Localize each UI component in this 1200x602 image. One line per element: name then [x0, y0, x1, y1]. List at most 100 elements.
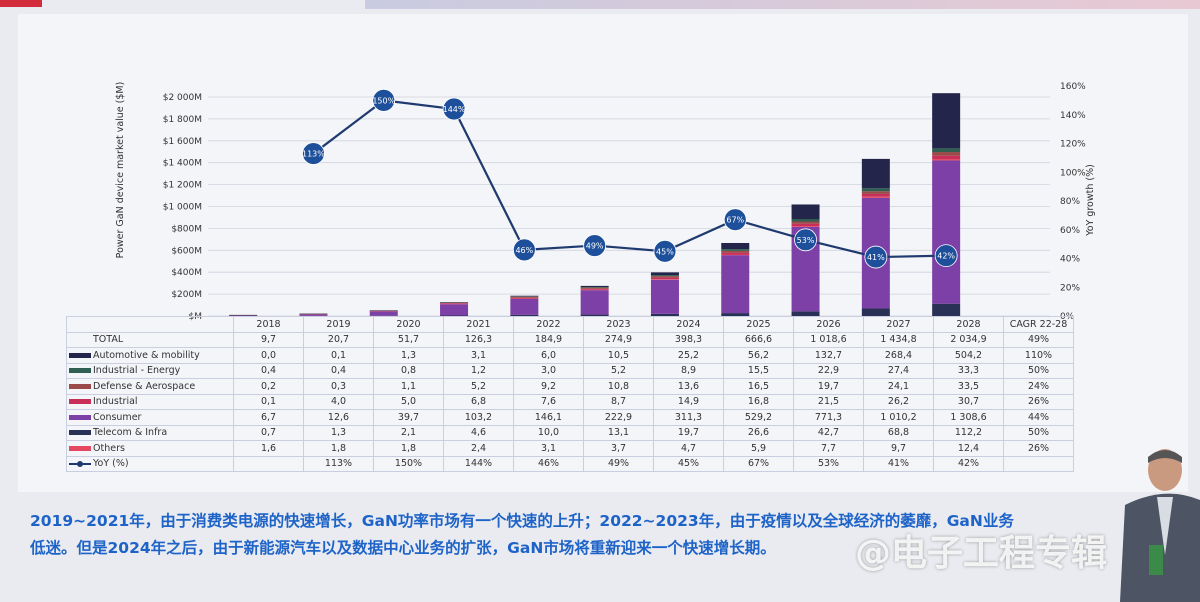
table-cell: 13,1	[583, 424, 654, 441]
bar-segment-others	[650, 279, 679, 280]
table-cell: 1,8	[373, 440, 444, 457]
table-cell: 68,8	[863, 424, 934, 441]
table-cell: 5,2	[583, 362, 654, 379]
bar-segment-automotive-mobility	[932, 93, 961, 149]
table-cell: 771,3	[793, 409, 864, 426]
bar-segment-industrial-energy	[861, 188, 890, 192]
legend-label: Defense & Aerospace	[93, 380, 196, 392]
bar-segment-industrial	[861, 193, 890, 197]
table-cell: 0,7	[233, 424, 304, 441]
year-header: 2028	[933, 316, 1004, 333]
table-cell: 132,7	[793, 347, 864, 364]
table-cell: 103,2	[443, 409, 514, 426]
legend-swatch	[69, 368, 91, 374]
y-tick-label: $400M	[171, 268, 202, 278]
table-cell: 6,7	[233, 409, 304, 426]
table-cell: 1,3	[373, 347, 444, 364]
yoy-point	[372, 88, 396, 112]
bar-segment-automotive-mobility	[510, 295, 539, 297]
cagr-cell: 110%	[1003, 347, 1074, 364]
table-cell: 33,5	[933, 378, 1004, 395]
table-cell: 2,1	[373, 424, 444, 441]
cagr-header: CAGR 22-28	[1003, 316, 1074, 333]
data-table: 2018 2019 2020 2021 2022 2023 2024 2025 2026 2027…	[66, 316, 1074, 472]
yoy-point-label: 42%	[937, 252, 955, 261]
table-cell: 268,4	[863, 347, 934, 364]
legend-swatch	[69, 383, 91, 389]
yoy-point-label: 150%	[372, 96, 395, 105]
table-cell: 41%	[863, 455, 934, 472]
table-cell: 222,9	[583, 409, 654, 426]
table-cell: 5,9	[723, 440, 794, 457]
table-row: Telecom & Infra 0,7 1,3 2,1 4,6 10,0 13,1 19,7 2…	[66, 424, 1074, 441]
year-header: 2018	[233, 316, 304, 333]
year-header: 2024	[653, 316, 724, 333]
legend-swatch	[69, 399, 91, 405]
yoy-point-label: 45%	[656, 247, 674, 256]
table-cell: 10,5	[583, 347, 654, 364]
legend-label: Telecom & Infra	[93, 427, 168, 439]
y2-tick-label: 60%	[1060, 226, 1080, 236]
table-row-yoy: YoY (%) 113% 150% 144% 46% 49% 45% 67% 53% 41% 42%	[66, 455, 1074, 472]
cagr-cell: 49%	[1003, 331, 1074, 348]
y2-tick-label: 20%	[1060, 283, 1080, 293]
table-cell: 9,2	[513, 378, 584, 395]
y2-tick-label: 140%	[1060, 111, 1086, 121]
bar-segment-defense-aerospace	[580, 287, 609, 289]
table-cell: 8,9	[653, 362, 724, 379]
year-header: 2023	[583, 316, 654, 333]
table-cell: 30,7	[933, 393, 1004, 410]
table-cell: 20,7	[303, 331, 374, 348]
bar-segment-defense-aerospace	[650, 276, 679, 278]
bar-segment-others	[932, 159, 961, 161]
legend-label: Industrial	[93, 396, 138, 408]
yoy-line	[312, 99, 947, 259]
bar-segment-industrial	[721, 252, 750, 255]
table-cell: 311,3	[653, 409, 724, 426]
y2-tick-label: 40%	[1060, 255, 1080, 265]
table-cell: 53%	[793, 455, 864, 472]
legend-swatch	[69, 430, 91, 436]
row-label: Telecom & Infra	[66, 424, 234, 441]
bar-segment-industrial	[369, 310, 398, 312]
table-cell: 22,9	[793, 362, 864, 379]
speaker-photo	[1120, 449, 1200, 602]
table-cell: 4,6	[443, 424, 514, 441]
table-cell: 42%	[933, 455, 1004, 472]
table-cell: 144%	[443, 455, 514, 472]
bar-segment-consumer	[932, 160, 961, 304]
table-cell: 1,8	[303, 440, 374, 457]
table-cell: 51,7	[373, 331, 444, 348]
yoy-point	[794, 228, 817, 252]
table-cell: 27,4	[863, 362, 934, 379]
table-cell: 5,2	[443, 378, 514, 395]
table-cell: 26,2	[863, 393, 934, 410]
cagr-cell: 50%	[1003, 424, 1074, 441]
yoy-point-label: 53%	[797, 236, 815, 245]
cagr-cell: 26%	[1003, 393, 1074, 410]
table-cell: 39,7	[373, 409, 444, 426]
bar-segment-industrial-energy	[721, 249, 750, 251]
table-cell: 504,2	[933, 347, 1004, 364]
legend-swatch	[69, 352, 91, 358]
legend-label: Consumer	[93, 411, 142, 423]
table-row-total: TOTAL 9,7 20,7 51,7 126,3 184,9 274,9 398,3 666,…	[66, 331, 1074, 348]
year-header: 2027	[863, 316, 934, 333]
y2-tick-label: 160%	[1060, 82, 1086, 92]
row-label: Industrial - Energy	[66, 362, 234, 379]
year-header: 2026	[793, 316, 864, 333]
table-cell: 3,7	[583, 440, 654, 457]
table-row: Automotive & mobility 0,0 0,1 1,3 3,1 6,0 10,5…	[66, 347, 1074, 364]
gan-market-chart: $M$200M$400M$600M$800M$1 000M$1 200M$1 4…	[115, 82, 1096, 322]
y-tick-label: $1 000M	[163, 203, 202, 213]
bar-segment-consumer	[580, 290, 609, 315]
table-cell: 666,6	[723, 331, 794, 348]
table-cell: 0,1	[303, 347, 374, 364]
table-cell: 2 034,9	[933, 331, 1004, 348]
table-cell: 21,5	[793, 393, 864, 410]
y-tick-label: $800M	[171, 224, 202, 234]
table-cell: 8,7	[583, 393, 654, 410]
table-cell: 1 018,6	[793, 331, 864, 348]
table-cell: 15,5	[723, 362, 794, 379]
table-cell: 16,8	[723, 393, 794, 410]
